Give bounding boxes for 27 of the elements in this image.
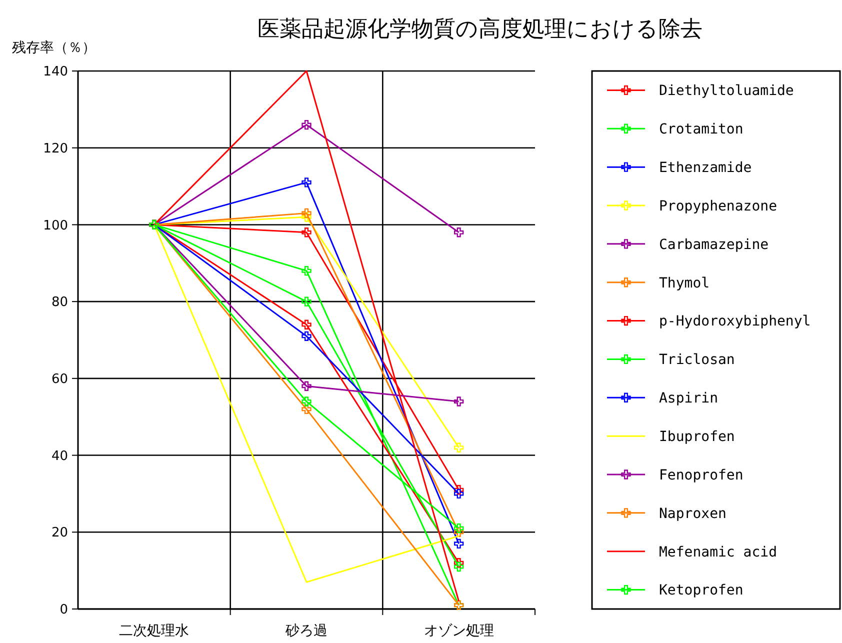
legend-label: Crotamiton <box>659 122 744 138</box>
legend-label: Aspirin <box>659 390 718 407</box>
legend-label: Propyphenazone <box>659 198 778 214</box>
y-tick-label: 40 <box>51 448 68 464</box>
legend-label: Diethyltoluamide <box>659 83 794 100</box>
legend-label: Mefenamic acid <box>659 544 778 560</box>
chart-title: 医薬品起源化学物質の高度処理における除去 <box>258 17 702 42</box>
legend-label: Triclosan <box>659 352 735 368</box>
x-tick-label: 二次処理水 <box>119 623 190 639</box>
y-tick-label: 120 <box>43 141 68 156</box>
legend-label: Fenoprofen <box>659 467 744 484</box>
x-tick-label: 砂ろ過 <box>284 623 328 639</box>
legend-label: Carbamazepine <box>659 236 769 253</box>
legend-label: Ketoprofen <box>659 582 744 599</box>
y-tick-label: 60 <box>51 372 68 387</box>
legend-label: p-Hydoroxybiphenyl <box>659 314 811 330</box>
y-tick-label: 100 <box>43 218 68 234</box>
y-axis-title: 残存率（％） <box>12 40 96 56</box>
y-tick-label: 0 <box>60 602 68 618</box>
legend-label: Thymol <box>659 275 710 292</box>
y-tick-label: 80 <box>51 295 68 310</box>
y-tick-label: 20 <box>51 526 68 541</box>
legend-label: Ethenzamide <box>659 160 752 176</box>
legend-label: Naproxen <box>659 506 726 522</box>
x-tick-label: オゾン処理 <box>424 623 494 639</box>
legend-label: Ibuprofen <box>659 428 735 445</box>
y-tick-label: 140 <box>43 64 68 80</box>
